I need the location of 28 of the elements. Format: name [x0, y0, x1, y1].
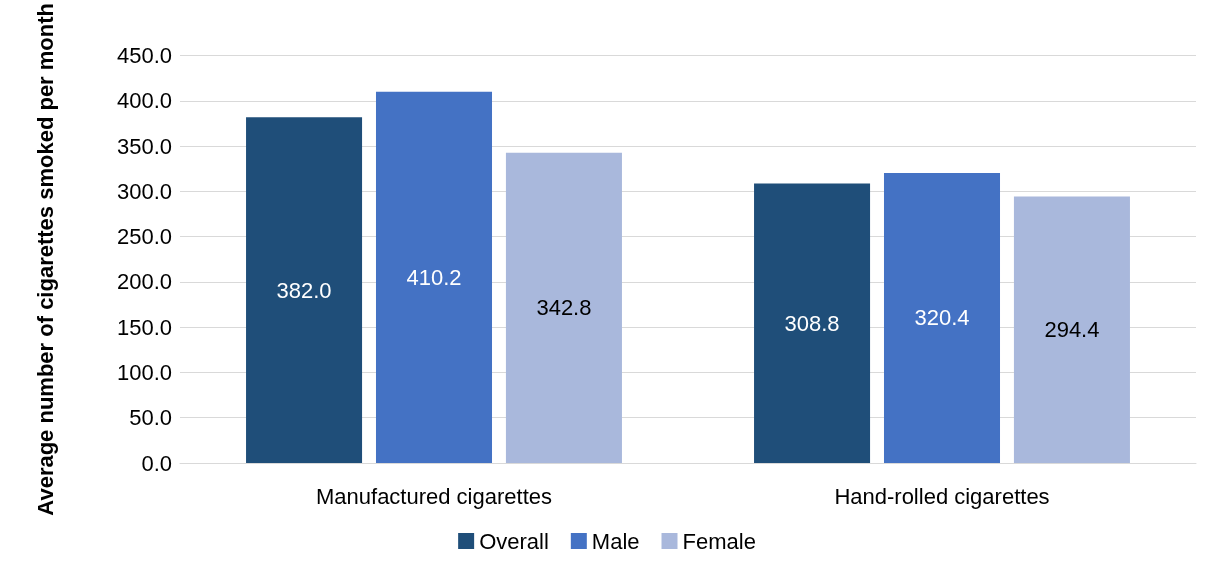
bar [375, 91, 493, 463]
bar [883, 172, 1001, 463]
y-axis-title: Average number of cigarettes smoked per month [32, 3, 58, 516]
legend-label: Male [591, 528, 640, 554]
data-label: 382.0 [276, 277, 332, 303]
data-label: 342.8 [536, 295, 592, 321]
y-tick-label: 300.0 [116, 178, 172, 204]
bar [1013, 196, 1130, 463]
data-label: 294.4 [1044, 317, 1100, 343]
y-tick-label: 50.0 [129, 405, 172, 431]
data-label: 410.2 [406, 264, 462, 290]
legend-label: Overall [479, 528, 549, 554]
y-tick-label: 150.0 [116, 314, 172, 340]
data-label: 308.8 [784, 310, 840, 336]
y-tick-label: 100.0 [116, 359, 172, 385]
y-tick-label: 400.0 [116, 88, 172, 114]
bar [754, 183, 871, 463]
bar [505, 152, 622, 463]
bar [246, 117, 363, 463]
y-tick-label: 450.0 [116, 43, 172, 69]
y-tick-label: 250.0 [116, 224, 172, 250]
legend-label: Female [682, 528, 756, 554]
x-tick-label: Manufactured cigarettes [315, 483, 553, 509]
y-tick-label: 200.0 [116, 269, 172, 295]
x-tick-label: Hand-rolled cigarettes [834, 483, 1050, 509]
y-tick-label: 0.0 [141, 450, 172, 476]
data-label: 320.4 [914, 305, 970, 331]
y-tick-label: 350.0 [116, 133, 172, 159]
